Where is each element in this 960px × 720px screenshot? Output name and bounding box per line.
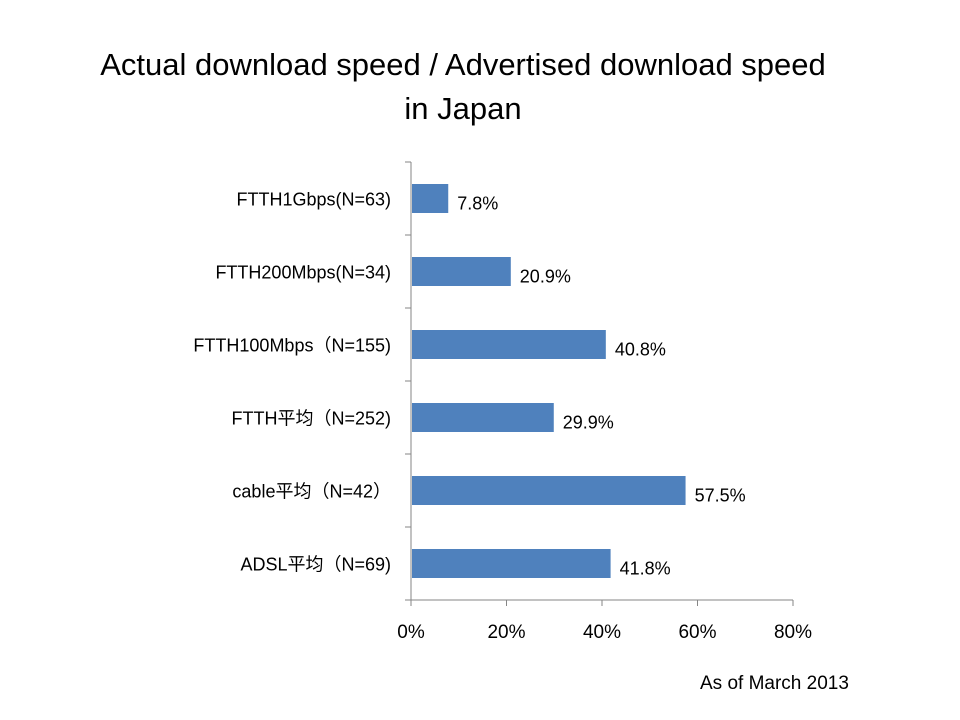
category-label: FTTH平均（N=252) [231,409,391,429]
data-label: 29.9% [563,413,614,433]
bar [412,257,511,286]
data-label: 7.8% [457,194,498,214]
axes [405,161,794,606]
labels: 0% 20% 40% 60% 80% FTTH1Gbps(N=63) 7.8% FTTH200… [193,190,812,644]
bar [412,184,449,213]
chart-title-line-1: Actual download speed / Advertised downl… [100,47,826,82]
x-tick-label: 80% [774,622,812,643]
bar [412,476,686,505]
category-label: cable平均（N=42） [232,482,391,502]
x-tick-label: 60% [678,622,716,643]
bar [412,549,611,578]
bar [412,403,554,432]
data-label: 40.8% [615,340,666,360]
category-label: FTTH100Mbps（N=155) [193,336,391,356]
bars [412,184,686,578]
data-label: 41.8% [620,559,671,579]
data-label: 57.5% [695,486,746,506]
category-label: ADSL平均（N=69) [240,555,391,575]
category-label: FTTH200Mbps(N=34) [215,263,391,283]
category-label: FTTH1Gbps(N=63) [236,190,391,210]
footnote: As of March 2013 [700,673,849,694]
x-tick-label: 40% [583,622,621,643]
x-tick-label: 0% [397,622,425,643]
chart-title-line-2: in Japan [404,91,522,126]
data-label: 20.9% [520,267,571,287]
x-tick-label: 20% [487,622,525,643]
bar [412,330,606,359]
